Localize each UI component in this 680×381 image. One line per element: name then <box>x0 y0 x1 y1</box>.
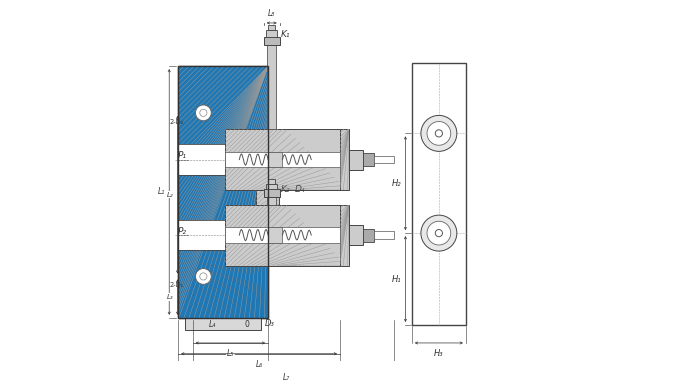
Text: L₅: L₅ <box>226 349 234 359</box>
Bar <box>267 197 276 205</box>
Circle shape <box>421 215 457 251</box>
Text: L₃: L₃ <box>167 294 174 300</box>
Text: H₁: H₁ <box>392 275 401 283</box>
Text: +: + <box>436 229 442 238</box>
Bar <box>264 189 279 197</box>
Text: −: − <box>436 129 442 138</box>
Bar <box>225 129 340 190</box>
Text: P₁: P₁ <box>178 152 187 160</box>
Text: D₃: D₃ <box>265 319 275 328</box>
Bar <box>225 205 340 266</box>
Text: 0: 0 <box>244 320 249 329</box>
Bar <box>225 129 340 190</box>
Bar <box>266 184 277 189</box>
Bar <box>268 227 282 243</box>
Circle shape <box>200 273 207 280</box>
Circle shape <box>435 130 443 137</box>
Bar <box>266 30 277 37</box>
Bar <box>268 152 282 168</box>
Bar <box>340 129 349 190</box>
Bar <box>340 205 349 266</box>
Bar <box>267 45 276 129</box>
Bar <box>412 62 466 325</box>
Bar <box>349 225 363 245</box>
Circle shape <box>195 269 211 284</box>
Bar <box>363 153 374 166</box>
Bar <box>349 149 363 170</box>
Bar <box>268 25 275 30</box>
Circle shape <box>427 122 451 145</box>
Bar <box>225 152 340 168</box>
Text: 2-D₂: 2-D₂ <box>169 119 184 125</box>
Text: L₁: L₁ <box>158 187 165 197</box>
Bar <box>374 232 394 239</box>
Bar <box>264 37 279 45</box>
Text: 2-D₁: 2-D₁ <box>170 282 184 288</box>
Bar <box>178 66 268 318</box>
Circle shape <box>421 115 457 151</box>
Text: H₂: H₂ <box>392 179 401 188</box>
Bar <box>186 318 261 330</box>
Circle shape <box>195 105 211 121</box>
Bar <box>178 144 268 174</box>
Text: L₇: L₇ <box>282 373 290 381</box>
Bar <box>178 220 268 250</box>
Text: K₁: K₁ <box>281 30 290 39</box>
Text: H₃: H₃ <box>434 349 443 359</box>
Circle shape <box>200 109 207 117</box>
Text: D₄: D₄ <box>295 185 305 194</box>
Bar <box>178 66 268 318</box>
Text: L₂: L₂ <box>167 192 174 198</box>
Bar <box>363 229 374 242</box>
Bar <box>256 190 279 205</box>
Circle shape <box>435 229 443 237</box>
Bar <box>340 129 349 190</box>
Bar <box>374 156 394 163</box>
Bar <box>225 227 340 243</box>
Circle shape <box>427 221 451 245</box>
Bar <box>256 190 279 205</box>
Text: L₄: L₄ <box>209 320 216 329</box>
Text: P₂: P₂ <box>178 227 187 236</box>
Text: L₈: L₈ <box>268 8 275 18</box>
Bar <box>340 205 349 266</box>
Bar <box>268 179 275 184</box>
Text: K₂: K₂ <box>281 185 290 194</box>
Bar <box>225 205 340 266</box>
Text: L₆: L₆ <box>256 360 262 369</box>
Bar <box>178 66 268 318</box>
